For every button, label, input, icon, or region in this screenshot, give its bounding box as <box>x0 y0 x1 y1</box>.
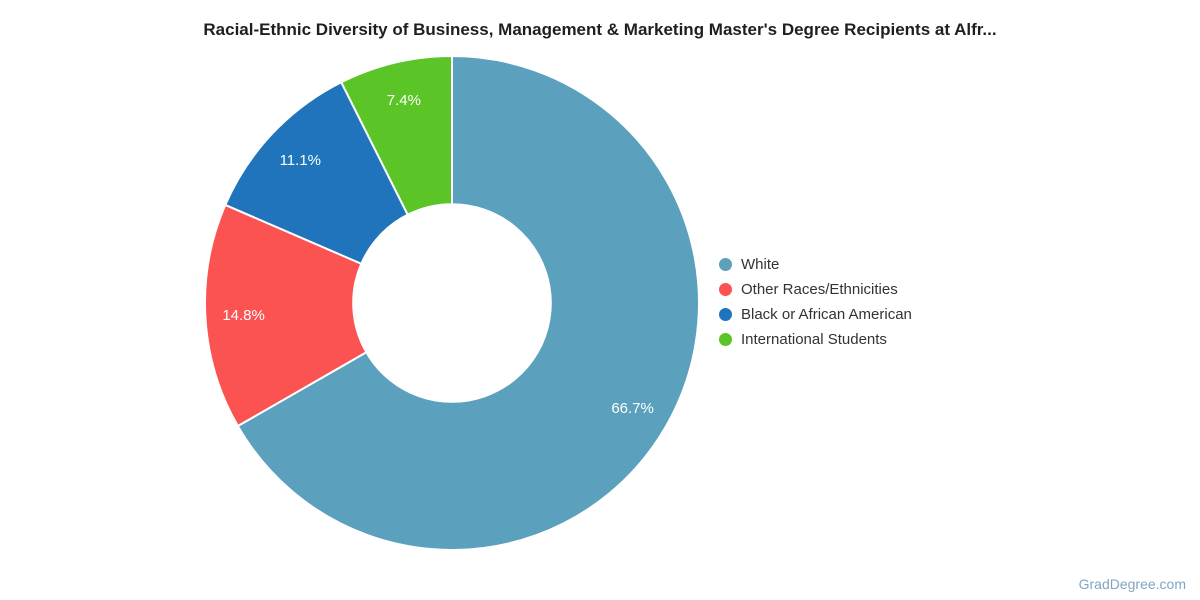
pie-slice-international-students[interactable] <box>340 55 453 216</box>
legend-color-dot-icon <box>719 258 732 271</box>
legend-color-dot-icon <box>719 333 732 346</box>
legend-color-dot-icon <box>719 283 732 296</box>
legend-label: Other Races/Ethnicities <box>741 281 898 298</box>
legend-item-black-or-african-american[interactable]: Black or African American <box>719 302 912 327</box>
pie-slice-other-races-ethnicities[interactable] <box>203 203 368 428</box>
legend-item-white[interactable]: White <box>719 252 912 277</box>
slice-value-label-black-or-african-american: 11.1% <box>280 152 321 169</box>
legend-label: White <box>741 256 780 273</box>
slice-value-label-white: 66.7% <box>611 400 654 417</box>
chart-title: Racial-Ethnic Diversity of Business, Man… <box>203 20 997 39</box>
slice-value-label-other-races-ethnicities: 14.8% <box>222 307 265 324</box>
legend-color-dot-icon <box>719 308 732 321</box>
chart-legend: White Other Races/Ethnicities Black or Afr… <box>719 252 912 352</box>
watermark-link[interactable]: GradDegree.com <box>1078 576 1186 592</box>
legend-label: International Students <box>741 331 887 348</box>
slice-value-label-international-students: 7.4% <box>387 92 421 109</box>
legend-label: Black or African American <box>741 306 912 323</box>
pie-slice-black-or-african-american[interactable] <box>224 81 409 265</box>
pie-slice-white[interactable] <box>236 55 700 551</box>
legend-item-other-races-ethnicities[interactable]: Other Races/Ethnicities <box>719 277 912 302</box>
legend-item-international-students[interactable]: International Students <box>719 327 912 352</box>
